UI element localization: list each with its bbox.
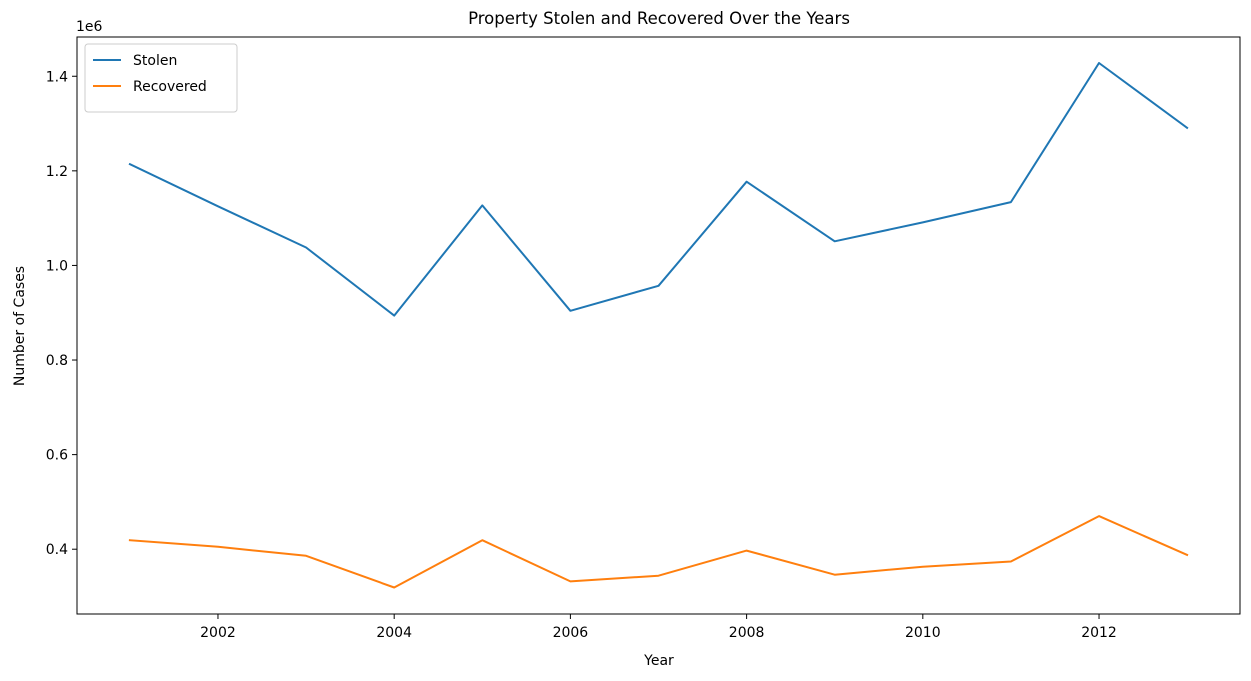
y-axis: 0.4 0.6 0.8 1.0 1.2 1.4 <box>46 69 77 558</box>
y-tick-label: 1.0 <box>46 258 68 274</box>
y-tick-label: 0.4 <box>46 542 68 558</box>
y-axis-offset-label: 1e6 <box>76 19 103 35</box>
x-tick-label: 2004 <box>376 625 412 641</box>
legend-box <box>84 43 238 113</box>
x-tick-label: 2002 <box>200 625 236 641</box>
x-tick-label: 2010 <box>905 625 941 641</box>
y-tick-label: 1.2 <box>46 164 68 180</box>
plot-lines <box>128 62 1189 589</box>
legend-label-recovered: Recovered <box>133 79 207 95</box>
y-axis-label: Number of Cases <box>12 266 28 386</box>
series-line-stolen <box>128 62 1189 317</box>
x-axis: 2002 2004 2006 2008 2010 2012 <box>200 614 1117 641</box>
legend-label-stolen: Stolen <box>133 53 177 69</box>
legend: Stolen Recovered <box>84 43 238 113</box>
x-axis-label: Year <box>643 653 674 669</box>
chart-title: Property Stolen and Recovered Over the Y… <box>468 9 850 28</box>
x-tick-label: 2012 <box>1081 625 1117 641</box>
y-tick-label: 0.8 <box>46 353 68 369</box>
x-tick-label: 2008 <box>729 625 765 641</box>
y-tick-label: 1.4 <box>46 69 68 85</box>
series-line-recovered <box>128 515 1189 589</box>
x-tick-label: 2006 <box>553 625 589 641</box>
plot-area-frame <box>76 36 1241 615</box>
y-tick-label: 0.6 <box>46 448 68 464</box>
